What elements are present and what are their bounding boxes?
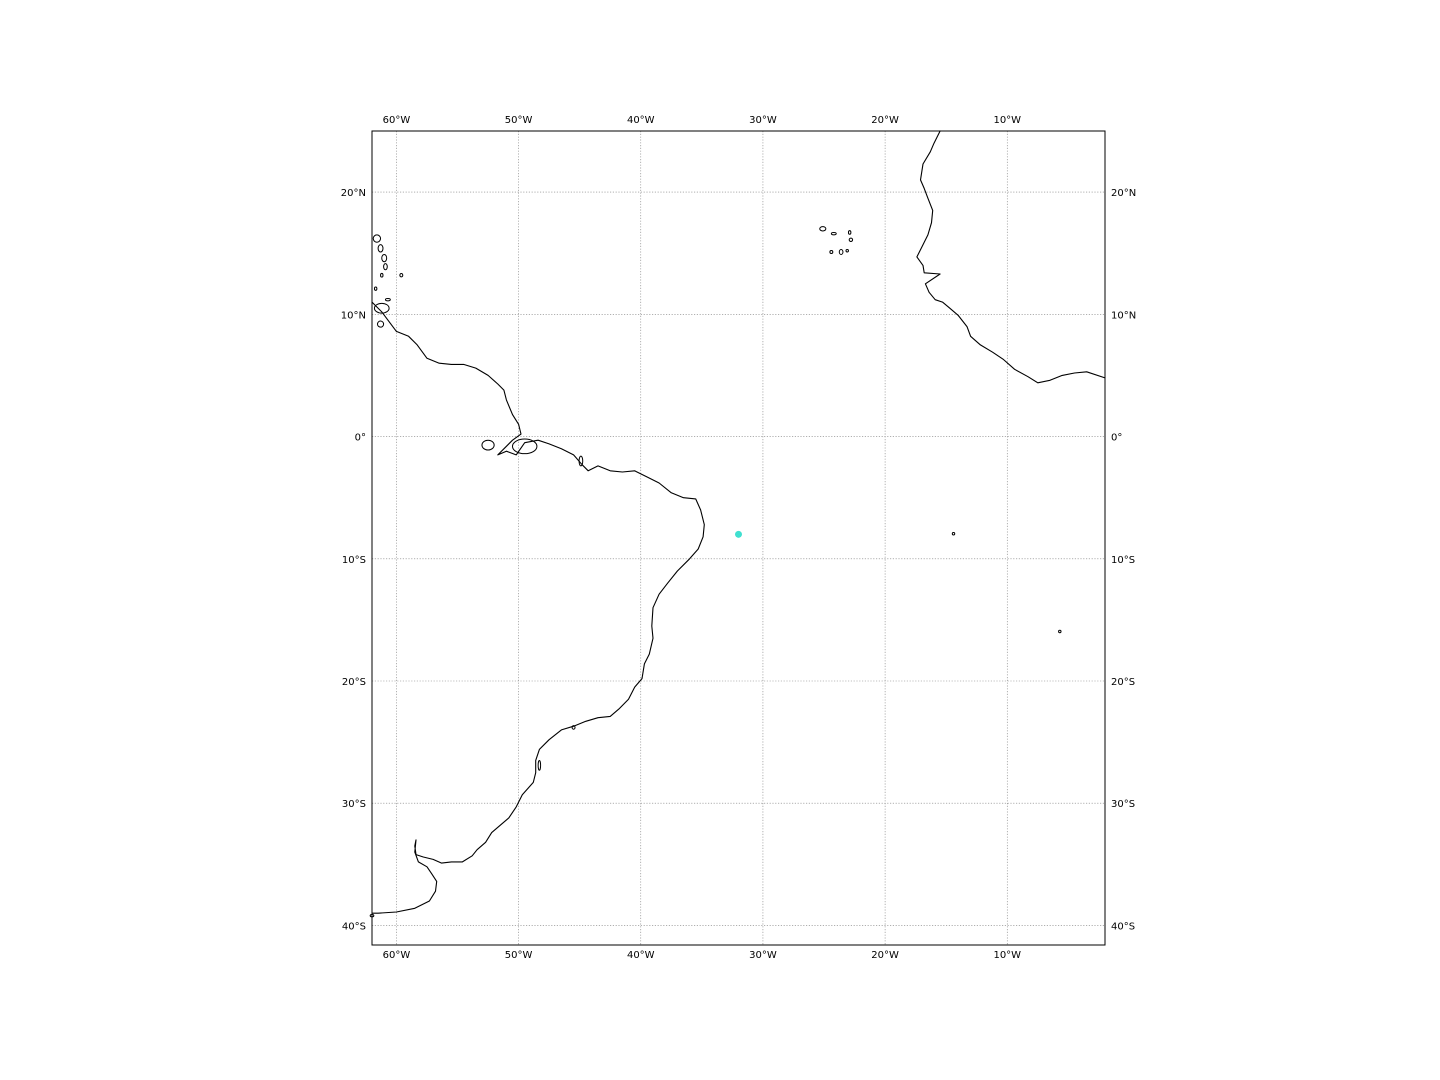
- location-marker: [735, 530, 742, 538]
- island-outline: [845, 249, 849, 253]
- coastline-south-america: [371, 301, 705, 914]
- island-outline: [373, 302, 390, 314]
- island-outline: [847, 230, 852, 235]
- island-outline: [537, 759, 542, 771]
- island-outline: [578, 455, 584, 467]
- island-outline: [372, 234, 382, 243]
- lat-tick-label-left: 0°: [355, 433, 366, 444]
- lat-tick-label-left: 40°S: [342, 921, 366, 932]
- island-outline: [383, 263, 388, 271]
- lat-tick-label-right: 10°N: [1111, 310, 1136, 321]
- lat-tick-label-left: 10°N: [341, 310, 366, 321]
- island-outline: [380, 272, 384, 278]
- island-outline: [829, 250, 834, 254]
- lon-tick-label-top: 30°W: [749, 115, 777, 126]
- lon-tick-label-bottom: 40°W: [627, 950, 655, 961]
- gridlines: [372, 131, 1105, 945]
- lat-tick-label-right: 10°S: [1111, 555, 1135, 566]
- lon-tick-label-top: 60°W: [383, 115, 411, 126]
- lon-tick-label-top: 10°W: [993, 115, 1021, 126]
- lat-tick-label-right: 30°S: [1111, 799, 1135, 810]
- lon-tick-label-top: 20°W: [871, 115, 899, 126]
- lat-tick-label-right: 40°S: [1111, 921, 1135, 932]
- island-outline: [838, 249, 844, 255]
- island-outline: [376, 320, 385, 328]
- island-outline: [819, 226, 827, 232]
- island-outline: [373, 286, 378, 291]
- lat-tick-label-right: 20°S: [1111, 677, 1135, 688]
- tick-labels: 60°W 60°W 50°W 50°W 40°W 40°W 30°W 30°W 20°W 20°W…: [341, 115, 1136, 961]
- island-outline: [848, 237, 854, 242]
- lon-tick-label-bottom: 30°W: [749, 950, 777, 961]
- island-outline: [381, 253, 388, 263]
- lat-tick-label-right: 0°: [1111, 433, 1122, 444]
- map-frame: [371, 130, 1106, 946]
- island-outline: [830, 231, 837, 236]
- lon-tick-label-bottom: 10°W: [993, 950, 1021, 961]
- lat-tick-label-right: 20°N: [1111, 188, 1136, 199]
- island-outline: [384, 297, 391, 302]
- markers: [735, 530, 742, 538]
- lat-tick-label-left: 20°S: [342, 677, 366, 688]
- lat-tick-label-left: 10°S: [342, 555, 366, 566]
- coastline-africa: [916, 130, 1106, 384]
- island-outline: [1058, 629, 1062, 634]
- lon-tick-label-bottom: 50°W: [505, 950, 533, 961]
- lon-tick-label-top: 40°W: [627, 115, 655, 126]
- island-outline: [571, 725, 576, 730]
- island-outline: [511, 438, 538, 455]
- lat-tick-label-left: 30°S: [342, 799, 366, 810]
- lat-tick-label-left: 20°N: [341, 188, 366, 199]
- island-outline: [377, 244, 384, 253]
- island-outline: [399, 273, 404, 278]
- lon-tick-label-bottom: 20°W: [871, 950, 899, 961]
- lon-tick-label-top: 50°W: [505, 115, 533, 126]
- coastlines: [369, 130, 1106, 918]
- island-outline: [951, 532, 956, 536]
- lon-tick-label-bottom: 60°W: [383, 950, 411, 961]
- island-outline: [481, 439, 495, 451]
